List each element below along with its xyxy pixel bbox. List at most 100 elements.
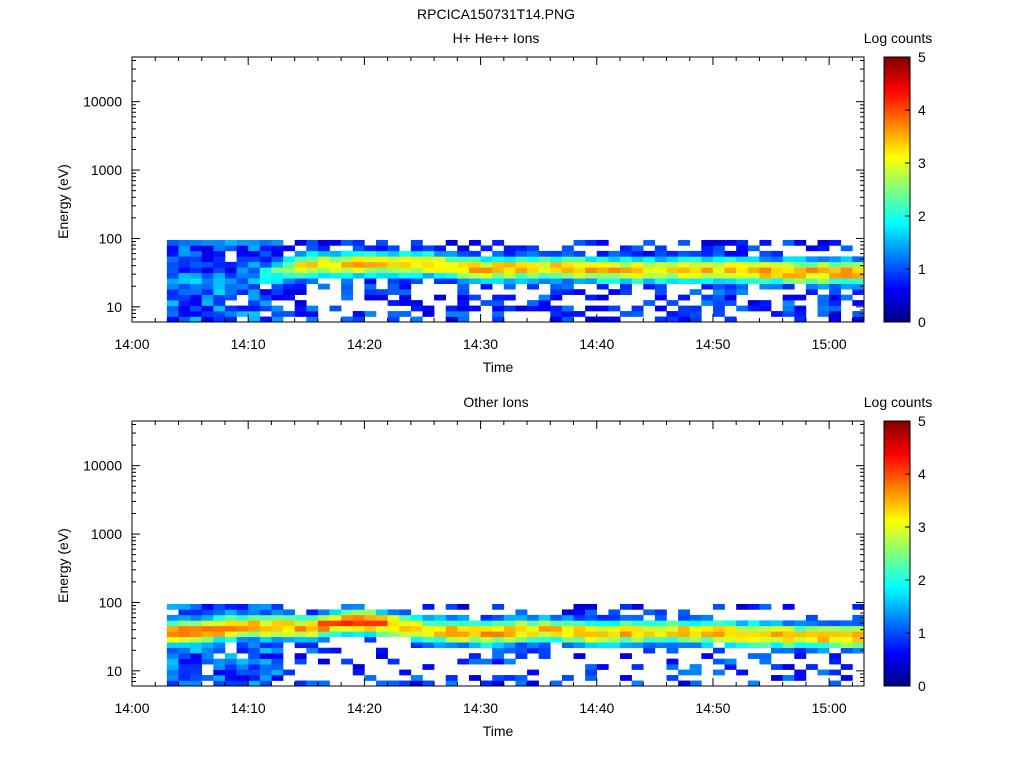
heatmap-cell: [329, 620, 342, 627]
heatmap-cell: [178, 620, 191, 627]
heatmap-cell: [445, 620, 458, 627]
colorbar-step: [884, 221, 910, 225]
colorbar-step: [884, 287, 910, 291]
heatmap-cell: [689, 311, 702, 317]
heatmap-cell: [678, 614, 691, 621]
colorbar-step: [884, 452, 910, 456]
x-tick-label: 14:50: [695, 700, 730, 716]
heatmap-cell: [434, 636, 447, 643]
colorbar-step: [884, 577, 910, 581]
colorbar-step: [884, 192, 910, 196]
heatmap-cell: [271, 245, 284, 252]
heatmap-cell: [515, 647, 528, 654]
heatmap-cell: [480, 300, 493, 306]
colorbar-step: [884, 88, 910, 92]
heatmap-cell: [852, 261, 865, 268]
heatmap-cell: [190, 305, 203, 312]
heatmap-cell: [166, 664, 179, 670]
colorbar-step: [884, 239, 910, 243]
heatmap-cell: [654, 272, 667, 279]
heatmap-cell: [352, 603, 365, 610]
heatmap-cell: [457, 636, 470, 643]
heatmap-cell: [736, 620, 749, 627]
heatmap-cell: [387, 250, 400, 257]
heatmap-cell: [794, 647, 807, 654]
heatmap-cell: [248, 245, 261, 252]
heatmap-cell: [678, 609, 691, 616]
colorbar-tick-label: 5: [918, 49, 926, 65]
heatmap-cell: [561, 256, 574, 263]
heatmap-cell: [399, 620, 412, 627]
heatmap-cell: [457, 261, 470, 268]
heatmap-cell: [782, 675, 795, 681]
heatmap-cell: [620, 614, 632, 621]
heatmap-cell: [352, 250, 365, 257]
heatmap-cell: [468, 631, 481, 638]
heatmap-cell: [492, 642, 505, 649]
heatmap-cell: [689, 631, 702, 638]
heatmap-cell: [166, 316, 179, 323]
heatmap-cell: [689, 620, 702, 627]
heatmap-cell: [190, 642, 203, 649]
heatmap-cell: [376, 620, 388, 627]
heatmap-cell: [852, 647, 865, 654]
heatmap-cell: [201, 289, 214, 295]
heatmap-cell: [166, 669, 179, 676]
heatmap-cell: [736, 305, 749, 312]
heatmap-cell: [329, 256, 342, 263]
heatmap-cell: [771, 311, 783, 317]
heatmap-cell: [782, 300, 795, 306]
heatmap-cell: [538, 647, 551, 654]
heatmap-cell: [236, 283, 249, 290]
heatmap-cell: [364, 278, 377, 285]
colorbar-step: [884, 292, 910, 296]
heatmap-cell: [805, 636, 818, 643]
heatmap-cell: [399, 261, 412, 268]
heatmap-cell: [538, 305, 551, 312]
heatmap-cell: [271, 603, 284, 610]
heatmap-cell: [701, 278, 714, 285]
heatmap-cell: [422, 625, 435, 632]
heatmap-cell: [771, 278, 783, 285]
heatmap-cell: [550, 625, 563, 632]
heatmap-cell: [573, 256, 586, 263]
heatmap-cell: [224, 614, 237, 621]
x-axis-label: Time: [483, 723, 514, 739]
heatmap-cell: [817, 305, 830, 312]
heatmap-cell: [794, 305, 807, 312]
heatmap-cell: [829, 653, 842, 659]
panel-title: Other Ions: [463, 394, 528, 410]
heatmap-cell: [573, 642, 586, 649]
heatmap-cell: [759, 305, 772, 312]
plot-frame: [131, 56, 865, 323]
heatmap-cell: [689, 625, 702, 632]
heatmap-cell: [329, 609, 342, 616]
heatmap-cell: [352, 311, 365, 317]
heatmap-cell: [213, 261, 226, 268]
heatmap-cell: [852, 614, 865, 621]
heatmap-cell: [712, 267, 725, 274]
heatmap-cell: [178, 311, 191, 317]
heatmap-cell: [724, 658, 737, 665]
heatmap-cell: [620, 675, 632, 681]
colorbar-step: [884, 110, 910, 114]
heatmap-cell: [666, 642, 679, 649]
heatmap-cell: [596, 239, 609, 246]
heatmap-cell: [782, 620, 795, 627]
heatmap-cell: [736, 256, 749, 263]
heatmap-cell: [236, 631, 249, 638]
heatmap-cell: [631, 272, 644, 279]
heatmap-cell: [224, 620, 237, 627]
heatmap-cell: [480, 261, 493, 268]
heatmap-cell: [457, 311, 470, 317]
heatmap-cell: [701, 239, 714, 246]
heatmap-cell: [399, 614, 412, 621]
heatmap-cell: [643, 620, 656, 627]
heatmap-cell: [643, 267, 656, 274]
heatmap-cell: [492, 680, 505, 687]
heatmap-cell: [596, 272, 609, 279]
heatmap-cell: [678, 625, 691, 632]
heatmap-cell: [422, 614, 435, 621]
heatmap-cell: [527, 625, 539, 632]
heatmap-cell: [747, 256, 760, 263]
